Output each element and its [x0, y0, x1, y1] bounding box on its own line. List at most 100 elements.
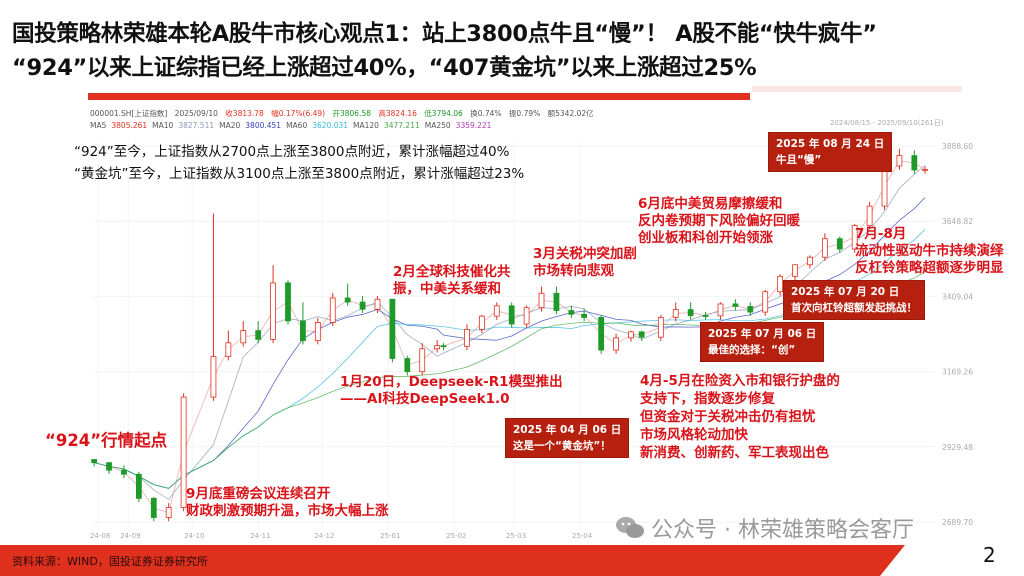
y-tick-label: 3169.26 [942, 368, 973, 377]
ma-value: 3620.031 [312, 121, 349, 130]
slide-title-line1: 国投策略林荣雄本轮A股牛市核心观点1：站上3800点牛且“慢”！ A股不能“快牛… [12, 21, 877, 47]
annotation-line: 振，中美关系缓和 [393, 281, 501, 297]
annotation-aprmay: 4月-5月在险资入市和银行护盘的 支持下，指数逐步修复 但资金对于关税冲击仍有担忧市… [640, 372, 840, 462]
ma-label: MA250 [424, 121, 451, 130]
annotation-feb: 2月全球科技催化共 振，中美关系缓和 [393, 264, 510, 298]
quote-close: 收3813.78 [225, 109, 264, 118]
callout-text: 最佳的选择：“创” [708, 344, 796, 356]
candle-body [91, 459, 98, 464]
x-tick-label: 25-04 [572, 532, 593, 540]
candle-body [762, 291, 769, 313]
candle-body [581, 313, 588, 318]
annotation-line: 反内卷预期下风险偏好回暖 [638, 213, 800, 229]
candle-body [419, 348, 426, 373]
annotation-line: 流动性驱动牛市持续演绎 [855, 243, 1004, 259]
candle-body [638, 331, 645, 338]
y-tick-label: 3648.82 [942, 217, 973, 226]
candle-body [702, 315, 709, 317]
quote-amount: 额5342.02亿 [547, 109, 594, 118]
candle-body [598, 317, 605, 351]
y-tick-label: 3409.04 [942, 292, 973, 301]
ma-value: 3477.211 [383, 121, 420, 130]
annotation-line: 市场风格轮动加快 [640, 427, 748, 443]
title-underline [88, 93, 750, 100]
annotation-line: 新消费、创新药、军工表现出色 [640, 445, 829, 461]
candle-body [121, 469, 127, 475]
candle-body [493, 305, 500, 317]
annotation-mar: 3月关税冲突加剧 市场转向悲观 [533, 246, 637, 280]
candle-body [807, 256, 813, 266]
candle-body [106, 462, 112, 471]
candle-body [478, 315, 485, 330]
candle-body [851, 225, 858, 250]
candle-body [329, 297, 336, 323]
candle-body [374, 298, 381, 310]
summary-line-1: “924”至今，上证指数从2700点上涨至3800点附近，累计涨幅超过40% [74, 144, 510, 160]
candle-body [717, 303, 724, 317]
candle-body [687, 309, 694, 316]
callout-text: 首次向杠铃超额发起挑战！ [791, 302, 917, 314]
candle-body [896, 155, 903, 167]
candle-body [922, 169, 928, 171]
annotation-jan: 1月20日，Deepseek-R1模型推出 ——AI科技DeepSeek1.0 [340, 374, 563, 408]
quote-high: 高3824.16 [378, 109, 417, 118]
callout-box-0720: 2025 年 07 月 20 日首次向杠铃超额发起挑战！ [783, 280, 925, 320]
candle-body [150, 497, 157, 518]
candle-body [508, 305, 515, 325]
x-tick-label: 24-09 [120, 532, 140, 540]
watermark-text: 公众号 · 林荣雄策略会客厅 [651, 518, 914, 543]
x-tick-label: 24-08 [90, 532, 110, 540]
candle-body [285, 282, 291, 322]
candle-body [300, 320, 306, 342]
quote-open: 开3806.58 [332, 109, 371, 118]
slide-title-line2: “924”以来上证综指已经上涨超过40%，“407黄金坑”以来上涨超过25% [12, 55, 757, 81]
candle-body [821, 238, 828, 258]
candle-body [628, 331, 634, 339]
candle-body [792, 264, 798, 277]
ma-value: 3827.511 [178, 121, 215, 130]
x-tick-label: 24-11 [250, 532, 270, 540]
annotation-line: 4月-5月在险资入市和银行护盘的 [640, 373, 840, 389]
x-tick-label: 25-03 [506, 532, 526, 540]
candle-body [613, 337, 619, 351]
summary-line-2: “黄金坑”至今，上证指数从3100点上涨至3800点附近，累计涨幅超过23% [74, 166, 525, 182]
wechat-icon [616, 517, 644, 538]
annotation-julaug: 7月-8月 流动性驱动牛市持续演绎 反杠铃策略超额逐步明显 [855, 226, 1004, 277]
candle-body [440, 345, 447, 348]
callout-date: 2025 年 08 月 24 日 [776, 138, 885, 150]
candle-body [672, 309, 679, 318]
y-tick-label: 3888.60 [942, 142, 973, 151]
title-underline-faint [752, 86, 962, 92]
y-tick-label: 2929.48 [942, 443, 973, 452]
quote-turnover: 换0.74% [470, 109, 502, 118]
candle-body [568, 310, 575, 315]
ma-label: MA60 [286, 121, 308, 130]
candle-body [255, 330, 262, 340]
candle-body [747, 306, 754, 313]
candle-body [732, 303, 739, 307]
quote-low: 低3794.06 [424, 109, 463, 118]
quote-info-row: 000001.SH[上证指数] 2025/09/10 收3813.78 幅0.1… [90, 109, 599, 119]
annotation-line: 2月全球科技催化共 [393, 264, 511, 280]
annotation-924-start: “924”行情起点 [45, 431, 168, 450]
candle-body [404, 358, 411, 373]
annotation-line: 6月底中美贸易摩擦缓和 [638, 196, 783, 212]
annotation-line: 创业板和科创开始领涨 [638, 230, 773, 246]
candle-body [135, 473, 142, 499]
x-tick-label: 25-01 [380, 532, 400, 540]
watermark: 公众号 · 林荣雄策略会客厅 [615, 512, 914, 544]
callout-box-0706: 2025 年 07 月 06 日最佳的选择：“创” [700, 322, 825, 362]
candle-body [314, 322, 321, 342]
x-tick-label: 24-10 [184, 532, 204, 540]
annotation-jun: 6月底中美贸易摩擦缓和 反内卷预期下风险偏好回暖 创业板和科创开始领涨 [638, 196, 800, 247]
callout-date: 2025 年 07 月 20 日 [791, 286, 900, 298]
candle-body [210, 356, 217, 398]
annotation-line: 1月20日，Deepseek-R1模型推出 [340, 374, 563, 390]
ma-label: MA20 [219, 121, 241, 130]
ma-label: MA10 [152, 121, 174, 130]
x-tick-label: 25-02 [446, 532, 466, 540]
annotation-line: ——AI科技DeepSeek1.0 [340, 391, 510, 407]
candle-body [270, 282, 276, 340]
ma-label: MA5 [90, 121, 107, 130]
